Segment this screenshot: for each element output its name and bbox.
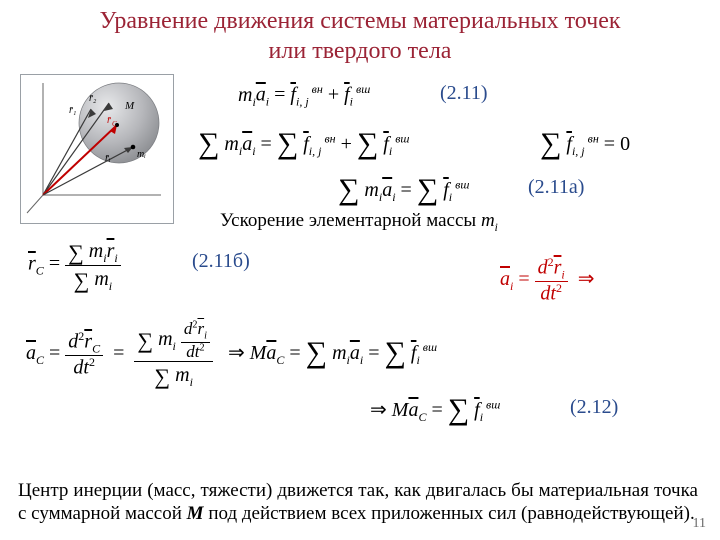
footer-text: Центр инерции (масс, тяжести) движется т… [18, 479, 698, 527]
eqnum-2-12: (2.12) [570, 396, 618, 419]
accel-sub: i [495, 222, 498, 234]
eqnum-2-11: (2.11) [440, 82, 488, 105]
page-number: 11 [693, 516, 706, 532]
accel-symbol: m [481, 210, 495, 231]
svg-text:mᵢ: mᵢ [137, 149, 146, 160]
accel-label: Ускорение элементарной массы [220, 210, 481, 231]
eq-ac-long: aC = d2rC dt2 = ∑ mi d2ri dt2 ∑ mi ⇒ MaC… [26, 320, 437, 389]
svg-text:r̄₁: r̄₁ [69, 105, 76, 116]
eqnum-2-11b: (2.11б) [192, 250, 250, 273]
eq-2-11a: ∑ miai = ∑ fi вш [338, 170, 469, 205]
eq-2-11: miai = fi, j вн + fi вш [238, 82, 370, 110]
footer-part2: под действием всех приложенных сил (равн… [204, 503, 695, 524]
eqnum-2-11a: (2.11а) [528, 176, 584, 199]
svg-text:M: M [124, 100, 135, 112]
svg-text:r̄ᵢ: r̄ᵢ [105, 153, 111, 164]
eq-rc: rC = ∑ miri ∑ mi [28, 238, 121, 292]
footer-sym: M [187, 503, 204, 524]
svg-text:r̄₂: r̄₂ [89, 93, 97, 104]
accel-subtitle: Ускорение элементарной массы mi [220, 210, 498, 234]
title-line1: Уравнение движения системы материальных … [99, 8, 620, 34]
page-title: Уравнение движения системы материальных … [0, 0, 720, 66]
eq-sum-zero: ∑ fi, j вн = 0 [540, 124, 630, 159]
eq-2-12: ⇒ MaC = ∑ fi вш [370, 390, 500, 425]
rigid-body-diagram: M mᵢ r̄ C r̄ᵢ r̄₁ r̄₂ [20, 74, 174, 224]
eq-sum-row: ∑ miai = ∑ fi, j вн + ∑ fi вш [198, 124, 409, 159]
svg-text:C: C [112, 120, 117, 128]
title-line2: или твердого тела [269, 38, 452, 64]
eq-ai-red: ai = d2ri dt2 ⇒ [500, 256, 595, 305]
